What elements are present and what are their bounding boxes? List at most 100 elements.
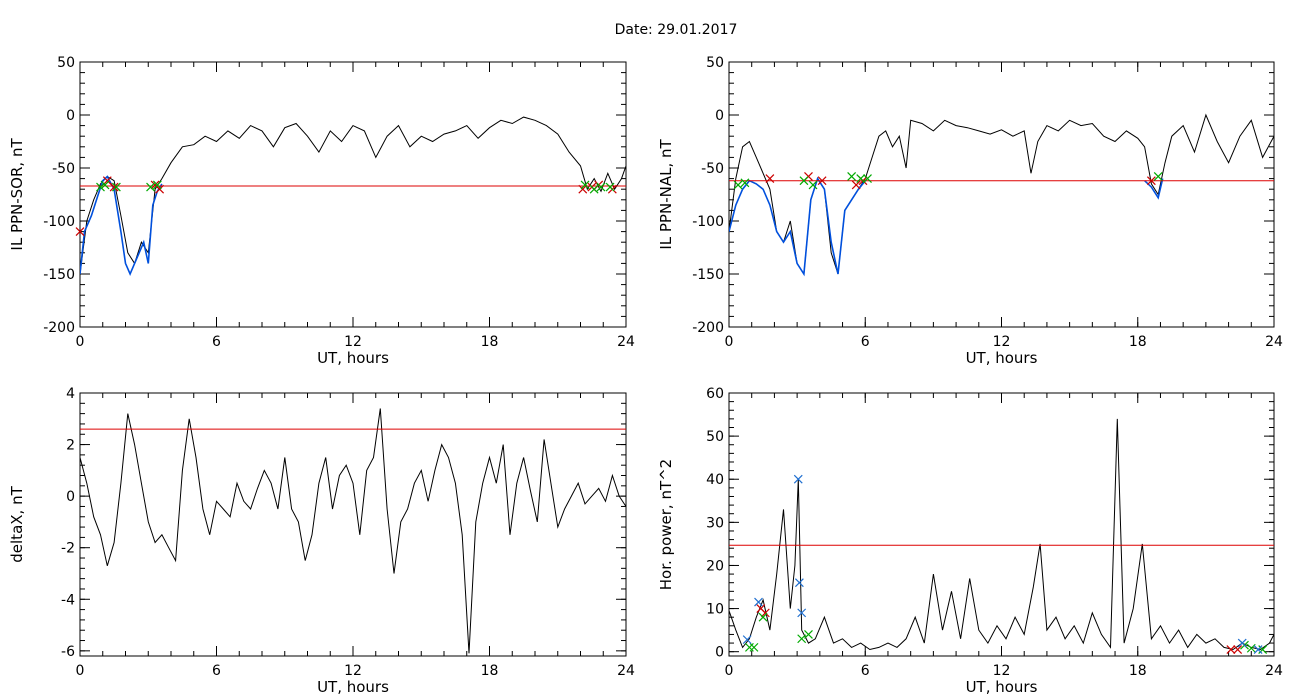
chart-1-marker bbox=[1153, 172, 1163, 181]
chart-0-ytick-label: -200 bbox=[43, 320, 75, 336]
chart-1-marker bbox=[808, 180, 818, 190]
chart-0-xlabel: UT, hours bbox=[317, 349, 389, 367]
chart-2-series-line-0 bbox=[80, 408, 626, 654]
chart-1-xtick-label: 12 bbox=[993, 334, 1011, 350]
chart-2-ytick-label: 2 bbox=[66, 438, 75, 454]
chart-0-marker bbox=[589, 184, 599, 194]
chart-0-ytick-label: -100 bbox=[43, 214, 75, 230]
chart-0-series-line-0 bbox=[80, 116, 626, 275]
chart-0-marker bbox=[146, 182, 155, 192]
chart-0-marker bbox=[96, 182, 105, 192]
chart-0-marker bbox=[578, 184, 588, 194]
chart-0-marker bbox=[596, 182, 606, 192]
chart-2-xtick-label: 6 bbox=[212, 663, 221, 679]
chart-0-xtick-label: 12 bbox=[344, 334, 362, 350]
chart-1-xlabel: UT, hours bbox=[966, 349, 1038, 367]
chart-1-xtick-label: 18 bbox=[1129, 334, 1147, 350]
chart-3-ytick-label: 40 bbox=[706, 472, 724, 488]
chart-0-marker bbox=[100, 180, 110, 190]
chart-0-marker bbox=[75, 227, 85, 237]
chart-2-ytick-label: -6 bbox=[61, 644, 75, 660]
chart-0-marker bbox=[111, 182, 121, 192]
chart-1-marker bbox=[817, 176, 827, 186]
chart-3-marker bbox=[760, 608, 770, 618]
chart-0-series-line-1 bbox=[80, 175, 163, 277]
chart-1-ytick-label: -50 bbox=[701, 161, 724, 177]
chart-3-marker bbox=[758, 612, 768, 622]
chart-0-ytick-label: 50 bbox=[57, 55, 75, 71]
chart-3-marker bbox=[804, 630, 813, 639]
chart-0-xtick-label: 18 bbox=[481, 334, 499, 350]
chart-2-ytick-label: 4 bbox=[66, 386, 75, 402]
chart-3-xtick-label: 0 bbox=[725, 663, 734, 679]
chart-1-marker bbox=[856, 174, 866, 184]
chart-0-marker bbox=[155, 184, 165, 194]
chart-1-ytick-label: 0 bbox=[715, 108, 724, 124]
chart-1-marker bbox=[1146, 176, 1156, 186]
chart-3-marker bbox=[754, 597, 763, 607]
chart-3-marker bbox=[1246, 643, 1256, 653]
chart-3-ytick-label: 10 bbox=[706, 602, 724, 618]
chart-0-marker bbox=[605, 182, 615, 192]
chart-0-marker bbox=[152, 180, 162, 190]
chart-2-xtick-label: 12 bbox=[344, 663, 362, 679]
chart-1-xtick-label: 6 bbox=[861, 334, 870, 350]
chart-3-marker bbox=[1237, 638, 1247, 648]
chart-3-ylabel: Hor. power, nT^2 bbox=[657, 459, 675, 590]
chart-1-ytick-label: 50 bbox=[706, 55, 724, 71]
chart-0-ylabel: IL PPN-SOR, nT bbox=[8, 138, 26, 251]
chart-1-xtick-label: 24 bbox=[1265, 334, 1283, 350]
chart-2-xlabel: UT, hours bbox=[317, 678, 389, 696]
chart-0-ytick-label: -50 bbox=[52, 161, 75, 177]
chart-1-series-line-1 bbox=[729, 176, 866, 277]
chart-2-ytick-label: -4 bbox=[61, 592, 75, 608]
chart-0-ytick-label: 0 bbox=[66, 108, 75, 124]
chart-3-ytick-label: 30 bbox=[706, 515, 724, 531]
chart-1-series-line-0 bbox=[729, 113, 1274, 276]
chart-1-frame bbox=[728, 61, 1275, 328]
chart-2-ytick-label: 0 bbox=[66, 489, 75, 505]
panel-nal: 0 6 12 18 24 -200 -150 -100 -50 0 50 UT, hours IL PP… bbox=[657, 55, 1283, 367]
chart-0-marker bbox=[580, 180, 590, 190]
chart-3-ytick-label: 60 bbox=[706, 386, 724, 402]
chart-2-xtick-label: 0 bbox=[76, 663, 85, 679]
chart-0-marker bbox=[109, 182, 119, 192]
chart-3-xtick-label: 6 bbox=[861, 663, 870, 679]
chart-2-ytick-label: -2 bbox=[61, 541, 75, 557]
chart-3-frame bbox=[728, 392, 1275, 657]
chart-1-marker bbox=[847, 172, 857, 181]
chart-2-frame bbox=[79, 392, 627, 657]
chart-1-marker bbox=[863, 174, 872, 184]
chart-3-marker bbox=[749, 642, 759, 652]
chart-2-ylabel: deltaX, nT bbox=[8, 485, 26, 562]
chart-0-xtick-label: 0 bbox=[76, 334, 85, 350]
figure-title: Date: 29.01.2017 bbox=[615, 22, 738, 38]
chart-3-xlabel: UT, hours bbox=[966, 678, 1038, 696]
chart-1-ylabel: IL PPN-NAL, nT bbox=[657, 139, 675, 250]
chart-1-xtick-label: 0 bbox=[725, 334, 734, 350]
chart-0-xtick-label: 6 bbox=[212, 334, 221, 350]
chart-2-xtick-label: 24 bbox=[617, 663, 635, 679]
panel-sor: 0 6 12 18 24 -200 -150 -100 -50 0 50 UT, hours IL PP… bbox=[8, 55, 635, 367]
chart-3-marker bbox=[797, 634, 807, 644]
chart-3-ytick-label: 50 bbox=[706, 429, 724, 445]
chart-1-ytick-label: -200 bbox=[692, 320, 724, 336]
chart-1-ytick-label: -100 bbox=[692, 214, 724, 230]
chart-3-xtick-label: 18 bbox=[1129, 663, 1147, 679]
chart-3-series-line-0 bbox=[729, 418, 1274, 651]
chart-3-marker bbox=[797, 608, 807, 618]
panel-hor-power: 0 6 12 18 24 0 10 20 30 40 50 60 UT, hours Hor. power… bbox=[657, 386, 1283, 696]
chart-1-marker bbox=[740, 178, 750, 188]
chart-0-ytick-label: -150 bbox=[43, 267, 75, 283]
chart-1-marker bbox=[851, 180, 861, 190]
chart-3-marker bbox=[1233, 645, 1243, 654]
chart-3-marker bbox=[793, 474, 803, 484]
chart-0-xtick-label: 24 bbox=[617, 334, 635, 350]
chart-3-marker bbox=[794, 578, 804, 588]
chart-2-xtick-label: 18 bbox=[481, 663, 499, 679]
chart-3-marker bbox=[1253, 645, 1263, 654]
chart-1-ytick-label: -150 bbox=[692, 267, 724, 283]
chart-3-ytick-label: 20 bbox=[706, 558, 724, 574]
